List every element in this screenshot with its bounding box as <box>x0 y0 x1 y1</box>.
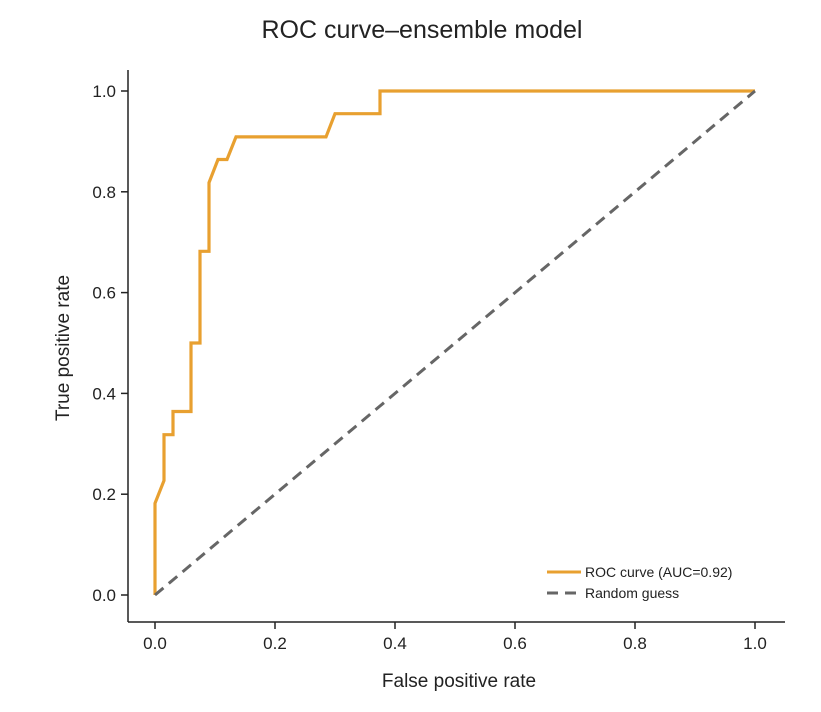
y-tick-label: 0.6 <box>92 284 116 303</box>
y-axis-label: True positive rate <box>53 275 74 421</box>
random-guess-line <box>154 89 756 597</box>
x-tick-label: 0.2 <box>263 634 287 653</box>
legend-label: Random guess <box>585 585 679 601</box>
y-tick-label: 1.0 <box>92 82 116 101</box>
legend: ROC curve (AUC=0.92) Random guess <box>547 564 732 601</box>
x-tick-label: 0.4 <box>383 634 407 653</box>
x-tick-label: 0.6 <box>503 634 527 653</box>
y-tick-label: 0.4 <box>92 384 116 403</box>
y-tick-label: 0.0 <box>92 586 116 605</box>
legend-label: ROC curve (AUC=0.92) <box>585 564 732 580</box>
roc-curve-line <box>153 89 755 595</box>
x-tick-label: 0.8 <box>623 634 647 653</box>
x-tick-label: 1.0 <box>743 634 767 653</box>
chart-title: ROC curve–ensemble model <box>262 16 583 44</box>
series-layer <box>153 89 756 597</box>
axes: 0.0 0.2 0.4 0.6 0.8 1.0 0.0 0.2 0.4 0.6 0.8 1.0 <box>92 70 785 653</box>
x-tick-label: 0.0 <box>143 634 167 653</box>
y-tick-label: 0.8 <box>92 183 116 202</box>
y-tick-label: 0.2 <box>92 485 116 504</box>
x-axis-label: False positive rate <box>382 671 536 692</box>
